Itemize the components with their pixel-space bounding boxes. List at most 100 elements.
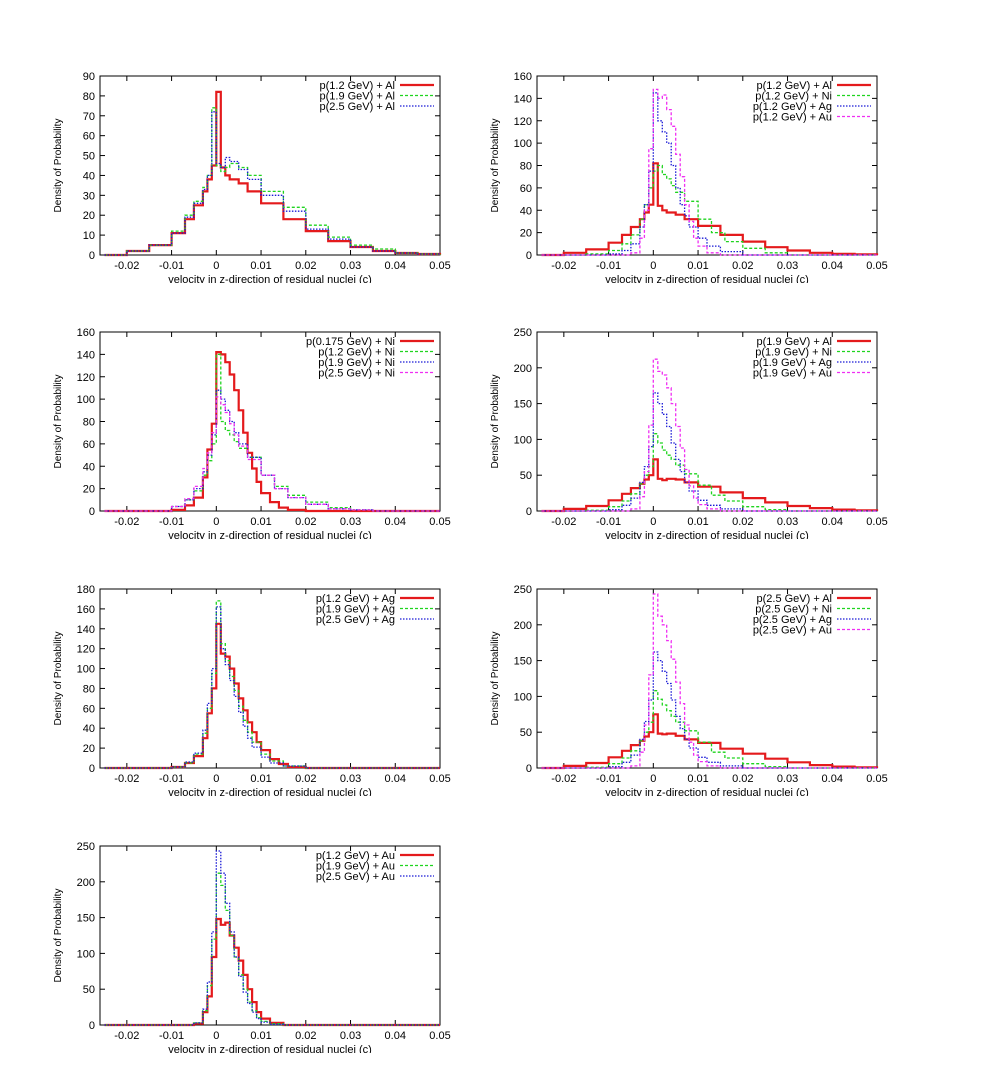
x-tick-label: 0.04 bbox=[385, 773, 406, 785]
y-tick-label: 10 bbox=[83, 230, 95, 242]
x-tick-label: 0.02 bbox=[295, 516, 316, 528]
series-line bbox=[541, 593, 877, 769]
x-tick-label: 0.05 bbox=[866, 773, 887, 785]
legend-label: p(1.9 GeV) + Al bbox=[756, 336, 832, 348]
chart-svg-4: -0.02 -0.01 0 0.01 0.02 0.03 0.04 0.05 0 50 100 150… bbox=[490, 327, 888, 539]
legend-label: p(1.2 GeV) + Ni bbox=[318, 347, 395, 359]
series-line bbox=[541, 433, 877, 512]
series-line bbox=[541, 651, 877, 769]
x-tick-label: 0 bbox=[213, 773, 219, 785]
series-line bbox=[104, 107, 441, 256]
plot-frame bbox=[99, 845, 441, 1026]
legend-label: p(2.5 GeV) + Ag bbox=[316, 614, 395, 626]
y-tick-label: 80 bbox=[83, 683, 95, 695]
x-tick-label: -0.01 bbox=[596, 516, 621, 528]
y-tick-label: 40 bbox=[83, 723, 95, 735]
x-tick-label: 0.05 bbox=[429, 773, 450, 785]
x-tick-label: -0.02 bbox=[114, 260, 139, 272]
y-tick-label: 70 bbox=[83, 111, 95, 123]
series-line bbox=[541, 164, 877, 256]
chart-svg-7: -0.02 -0.01 0 0.01 0.02 0.03 0.04 0.05 0 50 100 150… bbox=[53, 841, 451, 1053]
plot-frame bbox=[536, 588, 878, 769]
legend-label: p(1.9 GeV) + Ag bbox=[753, 357, 832, 369]
legend-label: p(1.9 GeV) + Ag bbox=[316, 604, 395, 616]
x-tick-label: -0.02 bbox=[551, 516, 576, 528]
x-tick-label: -0.01 bbox=[159, 1030, 184, 1042]
x-tick-label: -0.01 bbox=[159, 260, 184, 272]
x-axis-title: velocity in z-direction of residual nucl… bbox=[168, 1044, 372, 1053]
plot-frame bbox=[536, 331, 878, 512]
x-tick-label: 0.03 bbox=[777, 773, 798, 785]
y-tick-label: 160 bbox=[514, 71, 532, 83]
series-line bbox=[541, 162, 879, 257]
x-axis-title: velocity in z-direction of residual nucl… bbox=[605, 530, 809, 539]
series-line bbox=[104, 600, 440, 769]
x-tick-label: -0.02 bbox=[551, 773, 576, 785]
x-tick-label: 0.04 bbox=[385, 1030, 406, 1042]
x-tick-label: 0.04 bbox=[385, 516, 406, 528]
y-tick-label: 40 bbox=[83, 170, 95, 182]
legend-label: p(1.2 GeV) + Al bbox=[319, 80, 395, 92]
chart-panel-6: -0.02 -0.01 0 0.01 0.02 0.03 0.04 0.05 0 50 100 150… bbox=[482, 581, 912, 796]
x-tick-label: 0.02 bbox=[732, 516, 753, 528]
legend-label: p(1.9 GeV) + Al bbox=[319, 91, 395, 103]
x-tick-label: 0.03 bbox=[340, 260, 361, 272]
legend-label: p(2.5 GeV) + Al bbox=[756, 593, 832, 605]
x-tick-label: -0.02 bbox=[114, 773, 139, 785]
y-tick-label: 120 bbox=[514, 116, 532, 128]
x-tick-label: 0.01 bbox=[687, 773, 708, 785]
x-tick-label: -0.01 bbox=[596, 773, 621, 785]
series-line bbox=[541, 690, 877, 769]
x-tick-label: 0.03 bbox=[340, 773, 361, 785]
y-axis-title: Density of Probability bbox=[490, 119, 501, 213]
x-tick-label: 0.04 bbox=[822, 773, 843, 785]
y-tick-label: 200 bbox=[514, 620, 532, 632]
x-tick-label: 0.05 bbox=[866, 516, 887, 528]
x-tick-label: -0.02 bbox=[551, 260, 576, 272]
legend-label: p(1.2 GeV) + Ni bbox=[755, 91, 832, 103]
series-line bbox=[104, 111, 441, 256]
y-tick-label: 80 bbox=[520, 161, 532, 173]
y-tick-label: 90 bbox=[83, 71, 95, 83]
x-tick-label: 0.02 bbox=[732, 773, 753, 785]
series-line bbox=[541, 92, 877, 256]
x-tick-label: -0.01 bbox=[159, 773, 184, 785]
y-tick-label: 140 bbox=[77, 624, 95, 636]
legend-label: p(1.2 GeV) + Au bbox=[316, 850, 395, 862]
x-tick-label: 0.01 bbox=[250, 1030, 271, 1042]
x-tick-label: 0.02 bbox=[732, 260, 753, 272]
y-tick-label: 50 bbox=[83, 151, 95, 163]
legend-label: p(2.5 GeV) + Ni bbox=[318, 368, 395, 380]
x-tick-label: 0.01 bbox=[250, 516, 271, 528]
y-tick-label: 160 bbox=[77, 327, 95, 339]
y-axis-title: Density of Probability bbox=[53, 632, 64, 726]
y-tick-label: 100 bbox=[77, 394, 95, 406]
chart-svg-3: -0.02 -0.01 0 0.01 0.02 0.03 0.04 0.05 0 20 40 60 80… bbox=[53, 327, 451, 539]
x-tick-label: 0.04 bbox=[385, 260, 406, 272]
x-tick-label: 0.05 bbox=[429, 1030, 450, 1042]
x-axis-title: velocity in z-direction of residual nucl… bbox=[168, 787, 372, 796]
x-tick-label: 0.05 bbox=[429, 260, 450, 272]
series-line bbox=[541, 358, 877, 512]
x-tick-label: 0.03 bbox=[340, 516, 361, 528]
chart-svg-6: -0.02 -0.01 0 0.01 0.02 0.03 0.04 0.05 0 50 100 150… bbox=[490, 584, 888, 796]
y-tick-label: 120 bbox=[77, 372, 95, 384]
y-tick-label: 140 bbox=[514, 93, 532, 105]
series-line bbox=[541, 392, 877, 512]
y-axis-title: Density of Probability bbox=[490, 375, 501, 469]
x-tick-label: -0.02 bbox=[114, 516, 139, 528]
y-tick-label: 0 bbox=[89, 506, 95, 518]
chart-panel-4: -0.02 -0.01 0 0.01 0.02 0.03 0.04 0.05 0 50 100 150… bbox=[482, 324, 912, 539]
x-tick-label: 0 bbox=[213, 260, 219, 272]
y-tick-label: 50 bbox=[520, 470, 532, 482]
x-tick-label: 0 bbox=[650, 516, 656, 528]
x-axis-title: velocity in z-direction of residual nucl… bbox=[168, 274, 372, 283]
y-tick-label: 100 bbox=[77, 948, 95, 960]
y-tick-label: 20 bbox=[83, 484, 95, 496]
x-tick-label: 0.02 bbox=[295, 260, 316, 272]
x-tick-label: -0.02 bbox=[114, 1030, 139, 1042]
legend-label: p(1.9 GeV) + Ni bbox=[755, 347, 832, 359]
chart-svg-2: -0.02 -0.01 0 0.01 0.02 0.03 0.04 0.05 0 20 40 60 80… bbox=[490, 71, 888, 283]
y-tick-label: 0 bbox=[89, 250, 95, 262]
legend-label: p(1.2 GeV) + Al bbox=[756, 80, 832, 92]
